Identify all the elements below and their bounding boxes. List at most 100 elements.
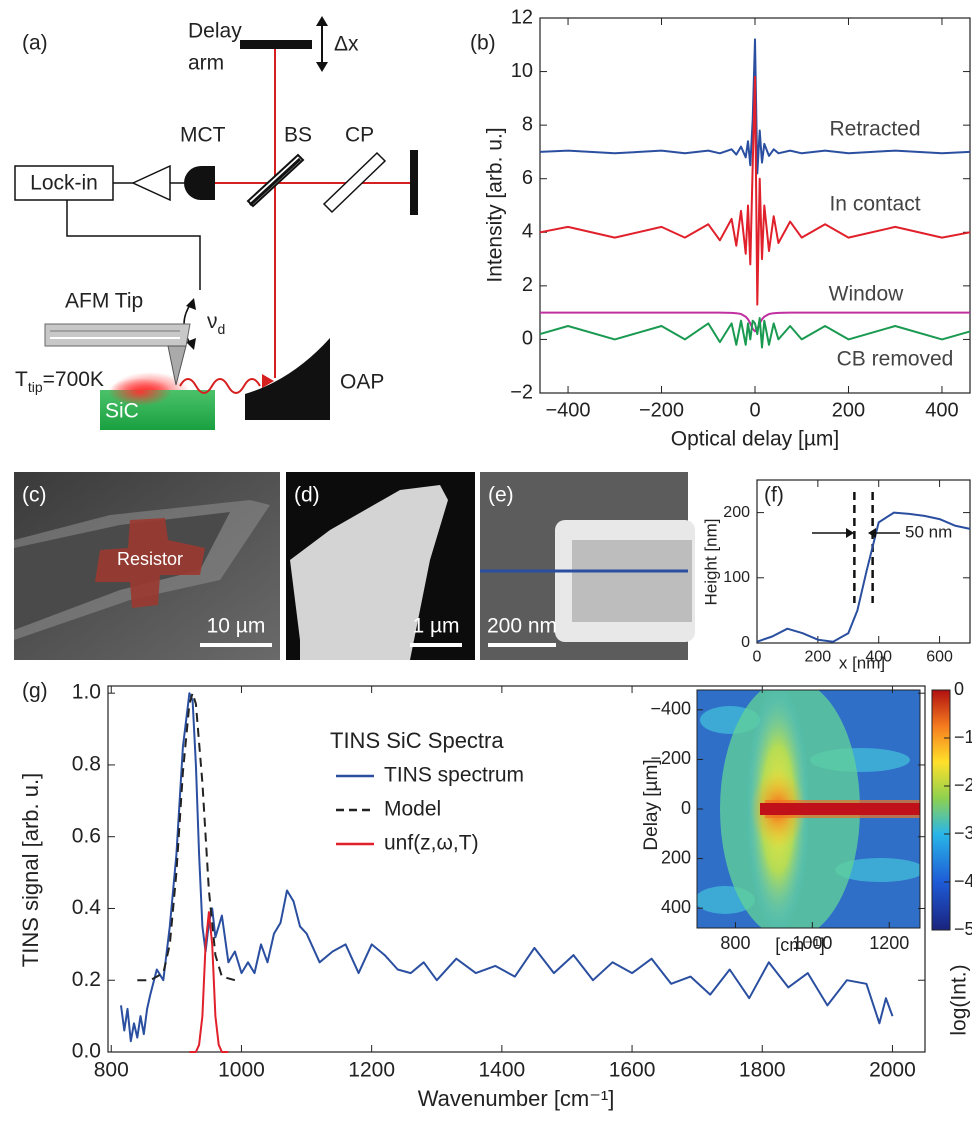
plot-frame (107, 685, 926, 1053)
heatmap-band (765, 800, 920, 803)
series-label: Retracted (829, 118, 920, 141)
plot-frame (756, 479, 971, 644)
y-tick-label: −200 (650, 748, 691, 768)
label: AFM Tip (65, 290, 143, 313)
label-part: ν (207, 310, 218, 333)
wire (66, 200, 201, 290)
amplifier (131, 164, 171, 202)
y-tick-label: 1.0 (72, 681, 101, 704)
y-tick-label: −400 (650, 699, 691, 719)
panel-label: (e) (488, 484, 514, 507)
x-axis-label: [cm⁻¹] (775, 935, 825, 955)
y-tick-label: 0 (522, 328, 533, 350)
y-axis-label: Intensity [arb. u.] (484, 127, 507, 282)
y-tick-label: 0 (681, 798, 691, 818)
tip (167, 345, 187, 386)
x-tick-label: 1000 (792, 933, 832, 953)
label-sub: d (218, 321, 226, 337)
series-line (539, 38, 971, 175)
label: Resistor (117, 549, 183, 569)
heatmap-blob (835, 858, 920, 882)
lockin-box (14, 165, 114, 201)
x-tick-label: 1800 (739, 1058, 786, 1081)
x-tick-label: 800 (720, 933, 750, 953)
y-tick-label: 0.2 (72, 968, 101, 991)
panel-label: (a) (22, 32, 48, 55)
colorbar-tick-label: 0 (954, 679, 964, 699)
y-axis-label: Delay [µm] (641, 759, 662, 850)
mirror (240, 40, 312, 49)
x-tick-label: 2000 (869, 1058, 916, 1081)
y-tick-label: 2 (522, 274, 533, 296)
y-tick-label: 12 (511, 6, 533, 28)
resistor (95, 518, 205, 608)
legend-label: unf(z,ω,T) (384, 832, 479, 855)
label: BS (284, 124, 312, 147)
arrowhead (316, 62, 328, 72)
y-tick-label: 4 (522, 221, 533, 243)
series-label: In contact (829, 193, 920, 216)
scale-label: 10 µm (207, 615, 266, 638)
series-line (539, 317, 971, 349)
arrowhead (316, 16, 328, 26)
mirror (410, 150, 418, 215)
y-tick-label: 200 (661, 847, 691, 867)
x-tick-label: 1200 (348, 1058, 395, 1081)
label: νd (207, 310, 225, 337)
x-axis-label: Wavenumber [cm⁻¹] (418, 1086, 615, 1111)
scale-label: 200 nm (487, 615, 557, 638)
x-axis-label: Optical delay [µm] (671, 428, 840, 451)
y-tick-label: −2 (510, 381, 533, 403)
x-tick-label: 600 (926, 649, 953, 666)
label: Delay (188, 20, 242, 43)
colorbar-label: log(Int.) (948, 964, 971, 1035)
x-tick-label: 200 (805, 649, 832, 666)
x-tick-label: 800 (94, 1058, 129, 1081)
colorbar-tick-label: −1 (954, 727, 972, 747)
legend-label: TINS spectrum (384, 764, 524, 787)
y-tick-label: 6 (522, 167, 533, 189)
series-line (756, 511, 971, 643)
scale-label: 1 µm (412, 615, 459, 638)
label: MCT (180, 124, 226, 147)
series-line (540, 311, 970, 333)
panel-label: (c) (22, 484, 47, 507)
compensator (322, 151, 387, 214)
series-line (539, 75, 971, 306)
label: Ttip=700K (15, 368, 104, 395)
series-label: CB removed (837, 348, 954, 371)
x-tick-label: 1600 (609, 1058, 656, 1081)
legend-title: TINS SiC Spectra (330, 728, 504, 753)
y-tick-label: 0.8 (72, 752, 101, 775)
heatmap (697, 690, 920, 928)
panel-label: (f) (764, 484, 784, 507)
arrowhead (262, 374, 274, 388)
x-tick-label: 0 (753, 649, 762, 666)
annotation: 50 nm (905, 522, 952, 541)
label-part: =700K (43, 368, 104, 391)
colorbar-tick-label: −3 (954, 823, 972, 843)
y-tick-label: 200 (723, 504, 750, 521)
colorbar-tick-label: −5 (954, 919, 972, 939)
x-tick-label: −400 (546, 399, 591, 421)
detector (184, 166, 215, 200)
panel-label: (b) (470, 32, 496, 55)
micrographs: Resistor (c) 10 µm (d) 1 µm (e) 200 nm (14, 472, 695, 660)
x-tick-label: 400 (925, 399, 958, 421)
x-tick-label: −200 (639, 399, 684, 421)
panel-a: (a) Delay arm Δx MCT BS CP Lock-in νd AF… (14, 16, 418, 430)
x-tick-label: 1400 (478, 1058, 525, 1081)
label: SiC (105, 400, 139, 423)
y-tick-label: 0.4 (72, 896, 102, 919)
x-tick-label: 400 (865, 649, 892, 666)
arrowhead (186, 338, 196, 350)
y-tick-label: 400 (661, 897, 691, 917)
label: Δx (334, 33, 359, 56)
heatmap-band (765, 815, 920, 818)
chart: −2 0 2 4 6 8 10 12 −400 −200 0 200 400 Optical delay … (470, 6, 971, 451)
panel-label: (d) (294, 484, 320, 507)
glow (108, 378, 172, 406)
y-tick-label: 100 (723, 569, 750, 586)
heatmap-band (760, 803, 920, 815)
panel-label: (g) (22, 680, 48, 703)
